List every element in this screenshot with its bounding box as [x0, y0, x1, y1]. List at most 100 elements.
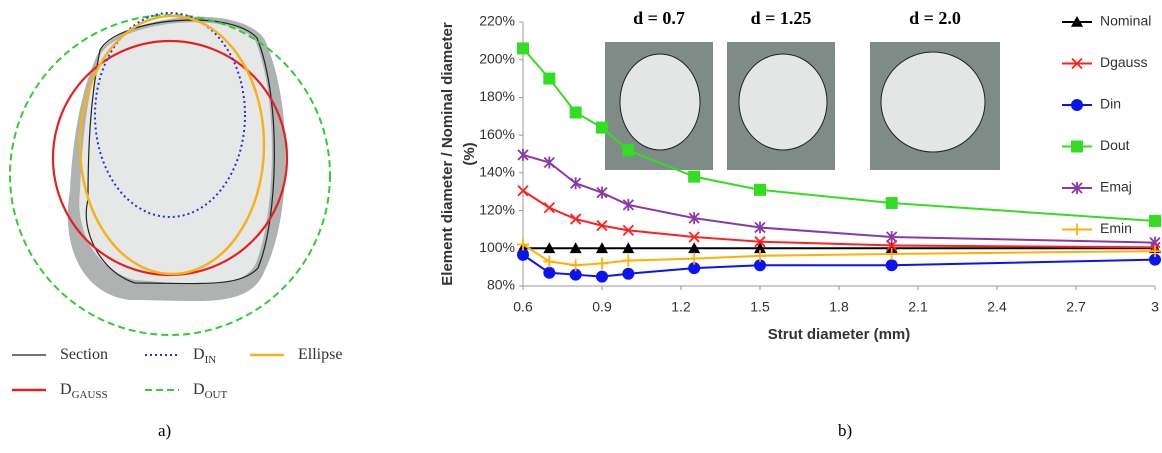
marker — [622, 254, 635, 267]
marker — [543, 266, 556, 279]
marker — [885, 247, 898, 260]
inset-hole — [880, 51, 986, 153]
inset-label: d = 0.7 — [633, 8, 685, 28]
section-outline — [85, 19, 275, 285]
marker — [569, 106, 582, 119]
marker — [622, 267, 635, 280]
legend-label: Nominal — [1100, 13, 1151, 29]
marker — [543, 72, 556, 85]
legend-label: DOUT — [193, 381, 227, 401]
y-tick-label: 140% — [479, 164, 515, 180]
legend-subscript: IN — [205, 354, 217, 366]
legend-text: Section — [60, 346, 108, 363]
y-tick-label: 200% — [479, 50, 515, 66]
marker — [543, 242, 556, 254]
x-axis-label: Strut diameter (mm) — [768, 326, 911, 343]
marker — [543, 202, 555, 214]
marker — [543, 156, 555, 169]
marker — [596, 242, 608, 254]
marker — [754, 249, 766, 262]
legend-marker — [1071, 140, 1083, 153]
marker — [543, 255, 556, 268]
legend-label: Emin — [1100, 220, 1132, 236]
marker — [688, 252, 701, 265]
marker — [569, 259, 582, 272]
marker — [886, 230, 898, 243]
section-interior — [79, 22, 272, 285]
legend-label: DIN — [193, 346, 216, 366]
marker — [622, 144, 635, 157]
inset-label: d = 2.0 — [909, 8, 961, 28]
marker — [754, 236, 766, 248]
legend-text: D — [193, 346, 205, 363]
marker — [754, 242, 766, 254]
marker — [517, 238, 529, 251]
marker — [754, 183, 766, 196]
legend-text: D — [193, 381, 205, 398]
y-axis-label: Element diameter / Nominal diameter — [439, 22, 456, 286]
legend-label: Dout — [1100, 137, 1130, 153]
legend-subscript: GAUSS — [72, 389, 108, 401]
legend-label: Dgauss — [1100, 54, 1147, 70]
marker — [570, 213, 582, 225]
marker — [688, 212, 700, 225]
legend-label: Ellipse — [298, 346, 342, 363]
x-tick-label: 2.1 — [908, 299, 928, 315]
marker — [622, 198, 634, 211]
marker — [688, 170, 701, 183]
marker — [569, 268, 582, 281]
marker — [517, 248, 529, 261]
y-tick-label: 220% — [479, 13, 515, 29]
marker — [688, 262, 701, 275]
marker — [754, 221, 766, 234]
y-tick-label: 80% — [487, 277, 515, 293]
legend-marker — [1071, 223, 1083, 236]
marker — [570, 177, 582, 190]
marker — [517, 42, 529, 55]
marker — [754, 259, 766, 272]
legend-label: Section — [60, 346, 108, 363]
marker — [622, 224, 634, 237]
marker — [596, 220, 608, 232]
inset-hole — [738, 53, 828, 151]
marker — [517, 148, 529, 161]
marker — [1149, 253, 1161, 266]
marker — [596, 257, 608, 270]
cross-section-diagram — [9, 12, 331, 336]
marker — [569, 242, 582, 254]
marker — [688, 242, 701, 254]
y-tick-label: 160% — [479, 126, 515, 142]
marker — [1149, 245, 1161, 258]
insets: d = 0.7 d = 1.25 d = 2.0 — [605, 8, 1000, 170]
legend-text: Ellipse — [298, 346, 342, 363]
legend-label: Din — [1100, 96, 1121, 112]
x-tick-label: 2.7 — [1066, 299, 1086, 315]
legend-label: DGAUSS — [60, 381, 108, 401]
marker — [885, 259, 898, 272]
inset-hole — [619, 53, 701, 151]
y-tick-label: 120% — [479, 201, 515, 217]
legend-label: Emaj — [1100, 179, 1132, 195]
marker — [885, 197, 898, 210]
panel-label: b) — [838, 421, 852, 440]
x-tick-label: 3 — [1151, 299, 1159, 315]
marker — [885, 242, 898, 254]
legend-marker — [1071, 99, 1083, 111]
marker — [688, 231, 700, 243]
marker — [596, 270, 608, 283]
legend-subscript: OUT — [205, 389, 228, 401]
marker — [596, 121, 608, 134]
x-tick-label: 1.5 — [750, 299, 770, 315]
panel-label: a) — [158, 421, 171, 440]
legend-marker — [1071, 57, 1083, 70]
x-tick-label: 2.4 — [987, 299, 1007, 315]
series-line — [522, 254, 1156, 278]
legend-marker — [1071, 16, 1083, 27]
marker — [1149, 214, 1161, 227]
inset-label: d = 1.25 — [751, 8, 812, 28]
x-tick-label: 0.9 — [592, 299, 612, 315]
marker — [517, 185, 529, 197]
plot: 80% 100% 120% 140% 160% 180% 200% 220% 0.6 0.9 1.2… — [439, 13, 1161, 343]
